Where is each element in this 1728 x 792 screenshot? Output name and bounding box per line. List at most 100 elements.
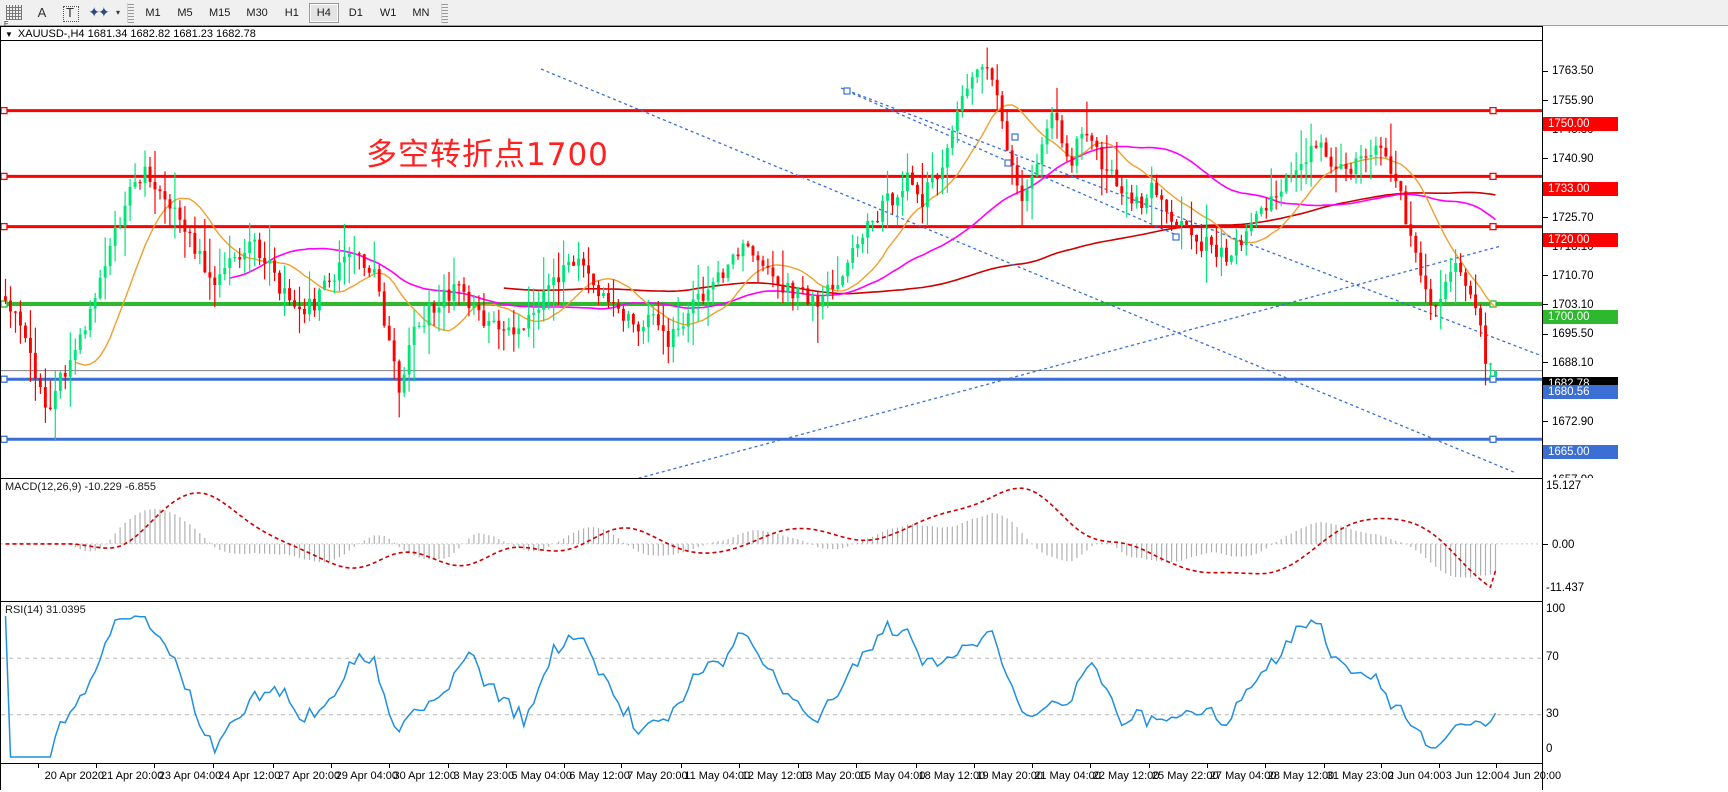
timeframe-button-h1[interactable]: H1 [284,6,299,19]
rsi-axis: 100 70 30 0 [1543,601,1728,764]
price-axis-tick: 1703.10 [1543,298,1594,312]
time-axis-tick [96,764,98,768]
timeframe-button-m30[interactable]: M30 [246,6,268,19]
price-axis-tick: 1763.50 [1543,64,1594,78]
timeframe-button-m1[interactable]: M1 [145,6,161,19]
symbol-header-bar[interactable]: ▼ XAUUSD-,H4 1681.34 1682.82 1681.23 168… [0,26,1543,41]
time-axis-label: 20 Apr 2020 [44,770,104,782]
time-axis-tick [154,764,155,768]
time-axis-label: 12 May 12:00 [741,770,809,782]
crosshair-f-icon[interactable] [1,2,27,28]
time-axis-tick [1264,764,1266,768]
timeframe-button-w1[interactable]: W1 [379,6,397,19]
chart-annotation-text[interactable]: 多空转折点1700 [366,137,609,173]
text-label-icon[interactable]: A [37,5,47,20]
timeframe-button-m5[interactable]: M5 [177,6,193,19]
toolbar-separator [127,2,134,23]
rsi-axis-tick: 0 [1543,742,1552,756]
time-axis-label: 31 May 23:00 [1326,770,1394,782]
price-pane[interactable]: 多空转折点1700 [0,40,1543,479]
time-axis-label: 30 Apr 12:00 [393,770,456,782]
time-axis-label: 4 Jun 20:00 [1503,770,1562,782]
time-axis-label: 3 May 23:00 [453,770,515,782]
price-axis-tick-label: 1740.90 [1552,152,1594,165]
price-axis-tick: 1672.90 [1543,415,1594,429]
rsi-axis-tick-label: 30 [1546,707,1559,720]
rsi-axis-tick: 70 [1543,650,1559,664]
timeframe-button-group: M1 M5 M15 M30 H1 H4 D1 W1 MN [137,2,437,24]
timeframe-button-d1[interactable]: D1 [348,6,363,19]
rsi-pane[interactable]: RSI(14) 31.0395 [0,601,1543,764]
time-axis-label: 3 Jun 12:00 [1445,770,1504,782]
price-level-tag[interactable]: 1733.00 [1543,182,1618,197]
toolbar-end-grip [441,2,449,23]
price-axis-tick: 1695.50 [1543,327,1594,341]
price-level-tag[interactable]: 1750.00 [1543,116,1618,131]
chart-canvas-area: ▼ XAUUSD-,H4 1681.34 1682.82 1681.23 168… [0,26,1728,792]
price-axis-tick: 1740.90 [1543,152,1594,166]
price-axis-tick-label: 1695.50 [1552,328,1594,341]
time-axis-label: 25 May 22:00 [1151,770,1219,782]
price-axis-tick-label: 1710.70 [1552,269,1594,282]
rsi-axis-tick: 30 [1543,707,1559,721]
price-chart-svg [1,47,1542,478]
price-level-tag[interactable]: 1665.00 [1543,445,1618,460]
timeframe-button-m15[interactable]: M15 [209,6,231,19]
time-axis-label: 28 May 12:00 [1267,770,1335,782]
time-axis-tick [797,764,799,768]
time-axis-tick [1149,764,1151,768]
price-axis-tick: 1755.90 [1543,94,1594,108]
time-axis-label: 13 May 20:00 [800,770,867,782]
time-axis-label: 29 Apr 04:00 [335,770,399,782]
time-axis-label: 11 May 04:00 [684,770,751,782]
price-level-tag[interactable]: 1680.56 [1543,385,1618,400]
shapes-icon[interactable]: ✦✦ [88,4,109,20]
timeframe-button-h4[interactable]: H4 [308,2,339,23]
time-axis-label: 21 Apr 20:00 [100,770,164,782]
time-axis-tick [388,764,390,768]
time-axis-label: 23 Apr 04:00 [158,770,222,782]
time-axis-tick [681,764,683,768]
price-axis-tick-label: 1763.50 [1552,65,1594,78]
symbol-ohlc-text: XAUUSD-,H4 1681.34 1682.82 1681.23 1682.… [17,28,256,40]
rsi-label: RSI(14) 31.0395 [5,604,86,616]
rsi-axis-tick: 100 [1543,602,1565,616]
time-axis-label: 7 May 20:00 [627,770,688,782]
chart-toolbar: A T ✦✦ ▾ M1 M5 M15 M30 H1 H4 D1 W1 MN [0,0,1728,28]
macd-axis-tick-label: -11.437 [1546,582,1585,594]
time-axis-label: 18 May 12:00 [918,770,986,782]
time-axis[interactable]: 20 Apr 2020 21 Apr 20:00 23 Apr 04:00 24 Ap… [0,764,1561,790]
time-axis-label: 6 May 12:00 [569,770,630,782]
time-axis-label: 24 Apr 12:00 [217,770,281,782]
time-axis-label: 21 May 04:00 [1034,770,1101,782]
time-axis-tick [505,764,507,768]
collapse-icon[interactable]: ▼ [5,29,13,39]
price-axis[interactable]: 1763.501755.901750.001748.301740.901733.… [1543,40,1728,486]
price-level-tag[interactable]: 1700.00 [1543,309,1618,324]
time-axis-tick [973,764,975,768]
time-axis-tick [1380,764,1382,768]
price-level-tag[interactable]: 1720.00 [1543,232,1618,247]
price-axis-tick-label: 1672.90 [1552,415,1594,428]
time-axis-tick [213,764,215,768]
price-axis-tick: 1725.70 [1543,211,1594,225]
timeframe-button-mn[interactable]: MN [412,6,430,19]
shapes-dropdown-caret-icon[interactable]: ▾ [115,8,120,17]
time-axis-label: 22 May 12:00 [1092,770,1160,782]
macd-chart-svg [1,487,1542,589]
time-axis-tick [856,764,858,768]
time-axis-label: 27 Apr 20:00 [277,770,341,782]
macd-axis-tick: -11.437 [1543,581,1584,595]
rsi-axis-tick-label: 70 [1546,651,1559,664]
time-axis-tick [1207,764,1209,768]
text-box-icon[interactable]: T [57,2,83,24]
time-axis-label: 2 Jun 04:00 [1387,770,1446,782]
price-axis-tick-label: 1725.70 [1552,211,1594,224]
time-axis-label: 15 May 04:00 [858,770,926,782]
price-axis-tick: 1688.10 [1543,356,1594,370]
macd-pane[interactable]: MACD(12,26,9) -10.229 -6.855 [0,478,1543,602]
price-axis-tick-label: 1703.10 [1552,298,1594,311]
price-axis-tick-label: 1755.90 [1552,94,1594,107]
price-axis-tick: 1710.70 [1543,269,1594,283]
time-axis-tick [1496,764,1498,768]
